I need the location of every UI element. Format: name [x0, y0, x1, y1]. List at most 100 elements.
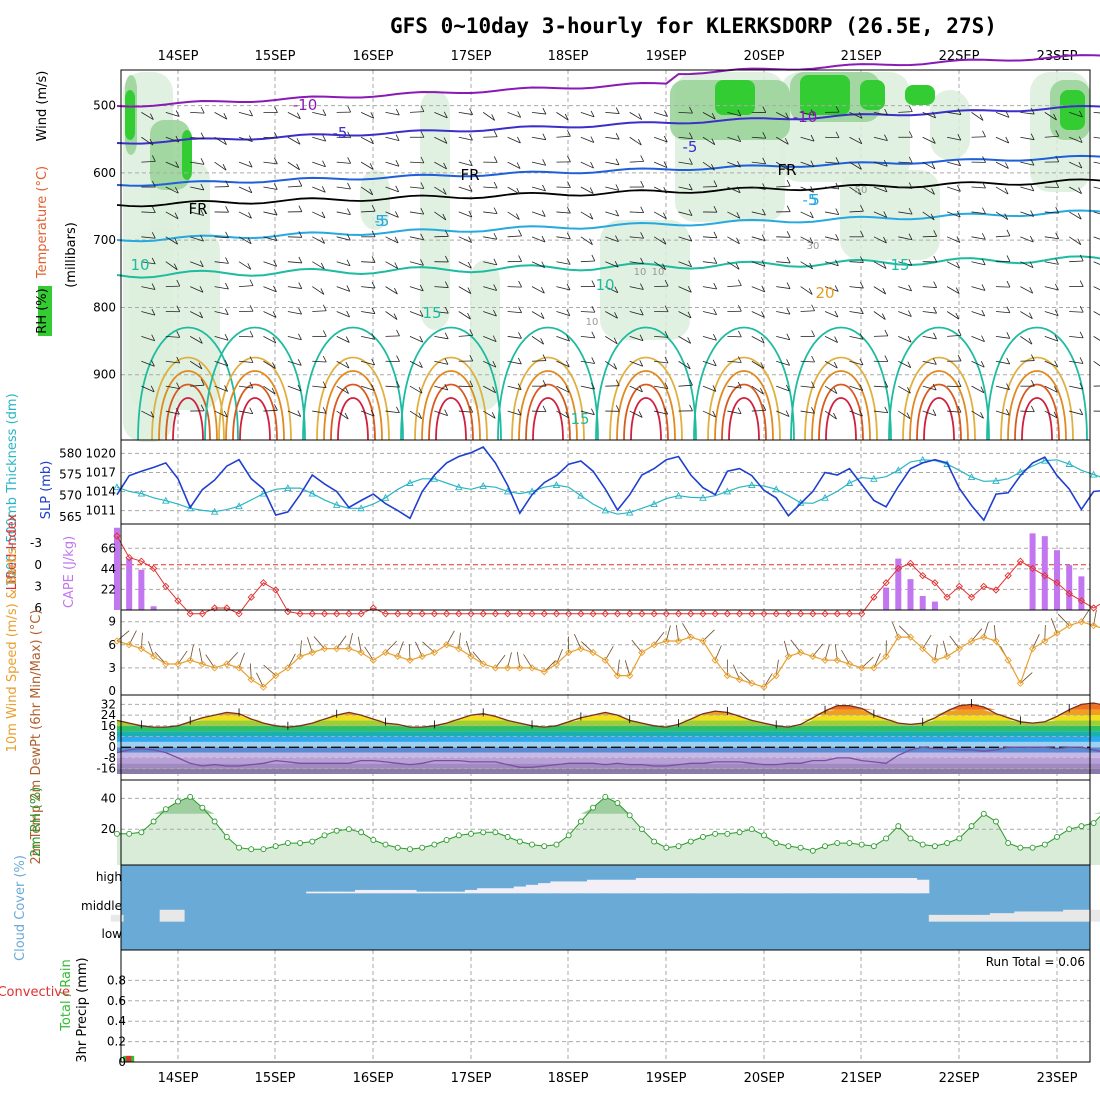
cloud-middle-gap — [1014, 911, 1027, 922]
cloud-middle-gap — [1050, 911, 1064, 922]
axis-label: Lifted Index — [5, 513, 20, 590]
wind-barb-feather — [371, 307, 376, 314]
wind-barb-feather — [518, 357, 522, 365]
cloud-high-gap — [452, 891, 466, 894]
wind-barb-feather — [858, 112, 863, 119]
wind-barb — [605, 286, 619, 294]
wind-barb-feather — [297, 384, 302, 392]
thickness-marker — [308, 489, 317, 497]
wind-barb-feather — [518, 255, 522, 262]
wind-barb-feather — [1006, 357, 1011, 365]
wind-barb — [531, 236, 546, 243]
wind-barb — [495, 654, 506, 669]
wind-barb-feather — [297, 359, 302, 366]
wind-barb-feather — [834, 336, 838, 343]
wind-barb — [922, 385, 937, 391]
cloud-high-gap — [416, 891, 429, 894]
wind-barb — [629, 236, 644, 239]
wind-barb-feather — [518, 280, 522, 288]
rh-shading-bright — [125, 90, 135, 140]
lifted-index-marker — [931, 579, 939, 587]
rh-marker — [651, 838, 658, 845]
wind-barb-feather — [762, 404, 767, 411]
wind-barb — [971, 628, 983, 642]
lifted-index-marker — [272, 586, 280, 594]
wind-barb-feather — [516, 162, 521, 169]
rh-area — [116, 796, 1100, 865]
y-tick-label: 0.6 — [107, 994, 126, 1008]
lifted-index-marker — [906, 559, 915, 567]
wind-barb — [922, 634, 932, 649]
wind-barb — [556, 410, 569, 419]
rh-marker — [944, 840, 951, 847]
wind-barb — [654, 335, 669, 338]
wind-barb — [1044, 135, 1059, 138]
wind-barb — [1044, 336, 1059, 342]
cape-bar — [883, 587, 890, 610]
wind-barb-feather — [613, 337, 618, 344]
wind-barb — [995, 385, 1010, 390]
wind-barb — [776, 311, 791, 315]
wind-barb-feather — [810, 109, 815, 116]
wind-barb — [898, 410, 911, 420]
wind-barb-feather — [762, 157, 767, 165]
wind-barb — [409, 161, 424, 164]
cloud-middle-gap — [1075, 909, 1089, 922]
wind-barb-feather — [298, 307, 302, 315]
cloud-high-gap — [513, 886, 527, 894]
wind-barb-feather — [1005, 111, 1010, 118]
wind-speed-marker — [589, 648, 597, 657]
wind-barb-feather — [784, 138, 789, 145]
lifted-index-marker — [198, 610, 207, 618]
wind-barb-feather — [469, 108, 473, 115]
wind-barb — [812, 643, 824, 657]
wind-barb — [922, 360, 937, 365]
wind-barb-feather — [1030, 210, 1034, 217]
y-tick-label: 6 — [34, 601, 42, 615]
wind-barb-feather — [908, 182, 913, 189]
wind-barb — [214, 335, 229, 341]
wind-barb — [483, 360, 497, 368]
wind-barb — [385, 311, 398, 320]
wind-barb-feather — [1079, 254, 1084, 262]
wind-barb-feather — [176, 279, 181, 287]
wind-barb-feather — [786, 205, 791, 212]
wind-barb-feather — [860, 256, 864, 263]
wind-barb-feather — [883, 160, 888, 167]
wind-barb — [727, 136, 741, 142]
cloud-middle-gap — [928, 914, 942, 922]
wind-barb — [898, 625, 911, 638]
lifted-index-marker — [980, 582, 988, 591]
wind-barb — [287, 410, 301, 417]
wind-speed-marker — [113, 637, 121, 645]
wind-barb-feather — [1030, 354, 1035, 361]
wind-barb — [605, 211, 619, 217]
thickness-marker — [332, 501, 341, 508]
wind-barb-feather — [664, 408, 669, 415]
wind-barb-feather — [371, 384, 375, 391]
wind-barb-feather — [225, 282, 229, 290]
wind-barb-feather — [932, 111, 936, 119]
contour-label: 10 — [652, 267, 665, 278]
wind-barb-feather — [687, 311, 692, 319]
wind-barb-feather — [567, 206, 571, 214]
wind-barb-feather — [979, 114, 984, 121]
rh-shading-bright — [715, 80, 755, 115]
wind-barb — [629, 286, 644, 290]
rh-marker — [199, 804, 206, 811]
cape-bar — [931, 601, 938, 610]
wind-barb — [776, 185, 791, 188]
rh-marker — [712, 830, 719, 837]
panels: -10-10-5-5-5FR FRFR-555101015151520105030… — [0, 54, 1100, 1069]
wind-barb-feather — [591, 331, 596, 339]
wind-barb-feather — [712, 359, 717, 367]
wind-barb-feather — [1030, 405, 1035, 412]
wind-barb-feather — [396, 329, 400, 337]
wind-barb — [385, 236, 399, 244]
wind-speed-marker — [369, 656, 377, 664]
wind-barb — [214, 385, 228, 392]
wind-barb-feather — [713, 180, 718, 187]
contour-label: FR — [777, 161, 796, 179]
rh-marker — [297, 840, 304, 847]
